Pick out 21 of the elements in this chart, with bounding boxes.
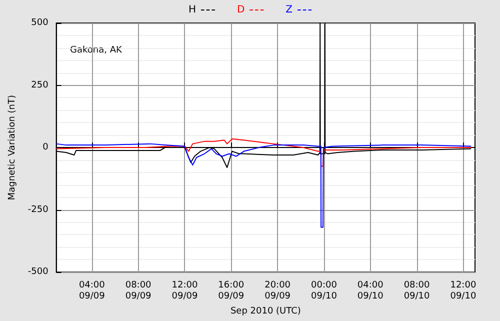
y-tick-label: 0 — [42, 142, 49, 153]
x-tick-label: 16:00 09/09 — [218, 280, 244, 302]
x-tick-label: 04:00 09/10 — [357, 280, 384, 302]
x-tick-label: 20:00 09/09 — [264, 280, 291, 302]
x-tick-label: 12:00 09/10 — [450, 280, 476, 302]
line-series — [56, 143, 472, 228]
x-tick-label: 12:00 09/09 — [172, 280, 198, 302]
y-tick-label: 250 — [31, 80, 49, 90]
y-tick-label: 500 — [31, 18, 49, 28]
x-tick-label: 04:00 09/09 — [78, 280, 106, 302]
legend-label: Z — [286, 4, 293, 16]
x-tick-label: 08:00 09/10 — [404, 280, 430, 302]
x-tick-label: 08:00 09/09 — [125, 280, 152, 302]
y-tick-label: -500 — [28, 267, 49, 278]
x-tick-label: 00:00 09/10 — [311, 280, 338, 302]
legend-label: H — [188, 4, 196, 16]
y-axis-title: Magnetic Variation (nT) — [8, 95, 18, 200]
x-axis-title: Sep 2010 (UTC) — [230, 306, 301, 316]
line-series — [56, 138, 472, 167]
legend-label: D — [236, 4, 245, 16]
y-tick-label: -250 — [28, 204, 49, 215]
